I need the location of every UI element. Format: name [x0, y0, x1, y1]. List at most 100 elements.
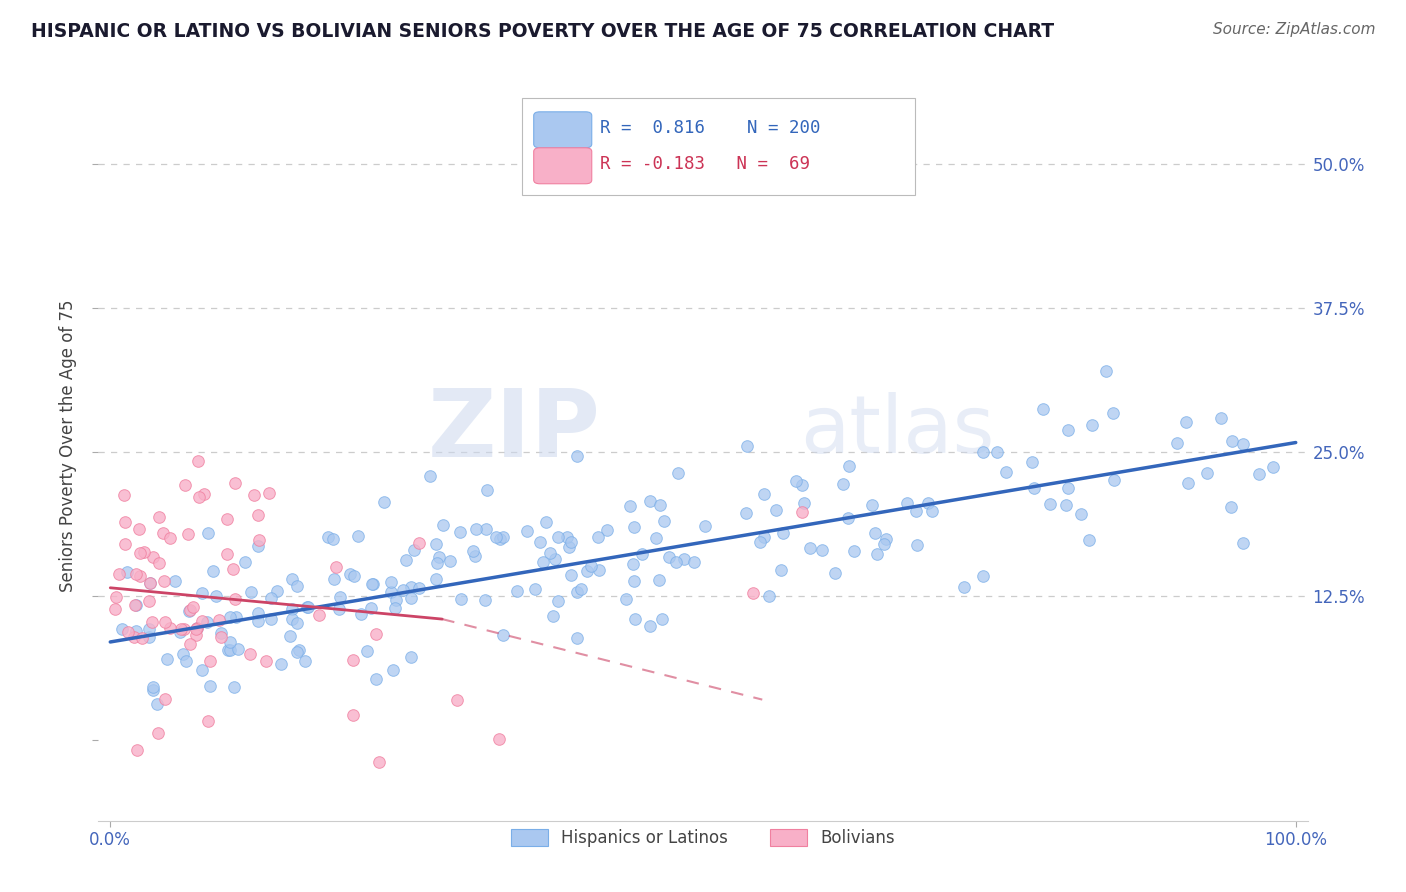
Point — [247, 533, 270, 548]
Point — [875, 532, 897, 546]
Point — [146, 698, 169, 712]
Point — [224, 591, 246, 606]
Point — [986, 444, 1008, 458]
Point — [425, 572, 447, 586]
FancyBboxPatch shape — [534, 112, 592, 148]
Point — [186, 628, 208, 642]
Text: atlas: atlas — [800, 392, 994, 470]
FancyBboxPatch shape — [534, 148, 592, 184]
Point — [644, 531, 666, 545]
Point — [174, 478, 197, 492]
Point — [619, 499, 641, 513]
Point — [103, 602, 125, 616]
FancyBboxPatch shape — [522, 97, 915, 195]
Point — [1175, 416, 1198, 430]
Point — [152, 574, 174, 588]
Point — [159, 531, 181, 545]
Point — [179, 603, 201, 617]
Point — [896, 496, 918, 510]
Point — [475, 523, 498, 537]
Point — [297, 599, 319, 614]
Point — [114, 515, 136, 529]
Point — [693, 518, 716, 533]
Point — [297, 599, 319, 614]
Point — [464, 549, 486, 564]
Point — [586, 530, 609, 544]
Point — [114, 488, 136, 502]
Point — [139, 576, 162, 591]
Point — [395, 552, 418, 566]
Point — [146, 725, 169, 739]
Point — [1024, 481, 1046, 495]
Text: R =  0.816    N = 200: R = 0.816 N = 200 — [600, 119, 821, 136]
Point — [360, 601, 382, 615]
Point — [799, 541, 821, 555]
Point — [217, 642, 239, 657]
Point — [408, 582, 430, 596]
Point — [765, 502, 787, 516]
Point — [1209, 411, 1232, 425]
Point — [464, 522, 486, 536]
Point — [904, 504, 927, 518]
Point — [219, 635, 242, 649]
Point — [141, 615, 163, 630]
Point — [793, 495, 815, 509]
Point — [742, 586, 765, 600]
Point — [588, 563, 610, 577]
Point — [198, 654, 221, 668]
Point — [176, 527, 198, 541]
Point — [288, 643, 311, 657]
Point — [844, 544, 866, 558]
Point — [131, 632, 153, 646]
Point — [392, 582, 415, 597]
Point — [648, 498, 671, 512]
Point — [1078, 533, 1101, 547]
Point — [186, 621, 208, 635]
Point — [281, 572, 304, 586]
Point — [1032, 402, 1054, 417]
Point — [1094, 364, 1116, 378]
Point — [475, 483, 498, 498]
Point — [240, 584, 263, 599]
Point — [195, 615, 218, 629]
Point — [837, 511, 859, 525]
Point — [917, 496, 939, 510]
Point — [638, 619, 661, 633]
Point — [225, 610, 247, 624]
Point — [682, 555, 704, 569]
Point — [831, 476, 853, 491]
Point — [285, 579, 308, 593]
Point — [630, 547, 652, 561]
Point — [197, 714, 219, 728]
Point — [446, 692, 468, 706]
Point — [111, 622, 134, 636]
Point — [366, 627, 388, 641]
Point — [547, 530, 569, 544]
Point — [558, 540, 581, 554]
Point — [1070, 507, 1092, 521]
Point — [758, 589, 780, 603]
Point — [658, 549, 681, 564]
Point — [163, 574, 186, 589]
Point — [148, 509, 170, 524]
Point — [810, 543, 832, 558]
Point — [243, 488, 266, 502]
Legend: Hispanics or Latinos, Bolivians: Hispanics or Latinos, Bolivians — [505, 822, 901, 854]
Point — [1057, 482, 1080, 496]
Point — [142, 682, 165, 697]
Point — [1102, 406, 1125, 420]
Point — [260, 591, 283, 606]
Point — [754, 486, 776, 500]
Point — [614, 591, 637, 606]
Point — [285, 615, 308, 630]
Point — [651, 612, 673, 626]
Point — [142, 680, 165, 694]
Point — [218, 643, 240, 657]
Point — [1166, 435, 1188, 450]
Point — [322, 532, 344, 546]
Point — [205, 589, 228, 603]
Point — [1081, 417, 1104, 432]
Point — [565, 449, 588, 463]
Point — [190, 586, 212, 600]
Point — [125, 598, 148, 612]
